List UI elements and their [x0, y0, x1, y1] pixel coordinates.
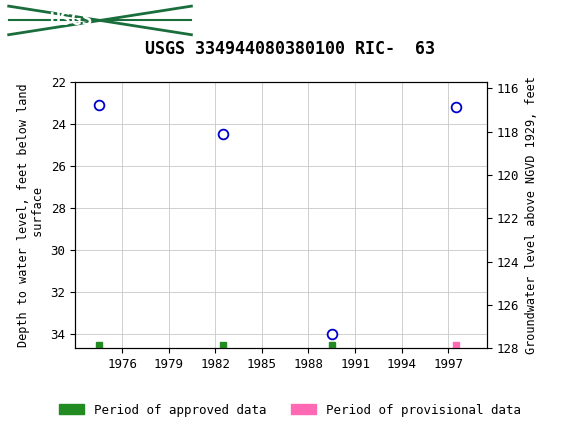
Legend: Period of approved data, Period of provisional data: Period of approved data, Period of provi…: [54, 399, 526, 421]
Y-axis label: Depth to water level, feet below land
 surface: Depth to water level, feet below land su…: [17, 83, 45, 347]
Text: USGS: USGS: [49, 12, 93, 29]
FancyBboxPatch shape: [9, 6, 191, 35]
Text: USGS 334944080380100 RIC-  63: USGS 334944080380100 RIC- 63: [145, 40, 435, 58]
Y-axis label: Groundwater level above NGVD 1929, feet: Groundwater level above NGVD 1929, feet: [525, 76, 538, 354]
